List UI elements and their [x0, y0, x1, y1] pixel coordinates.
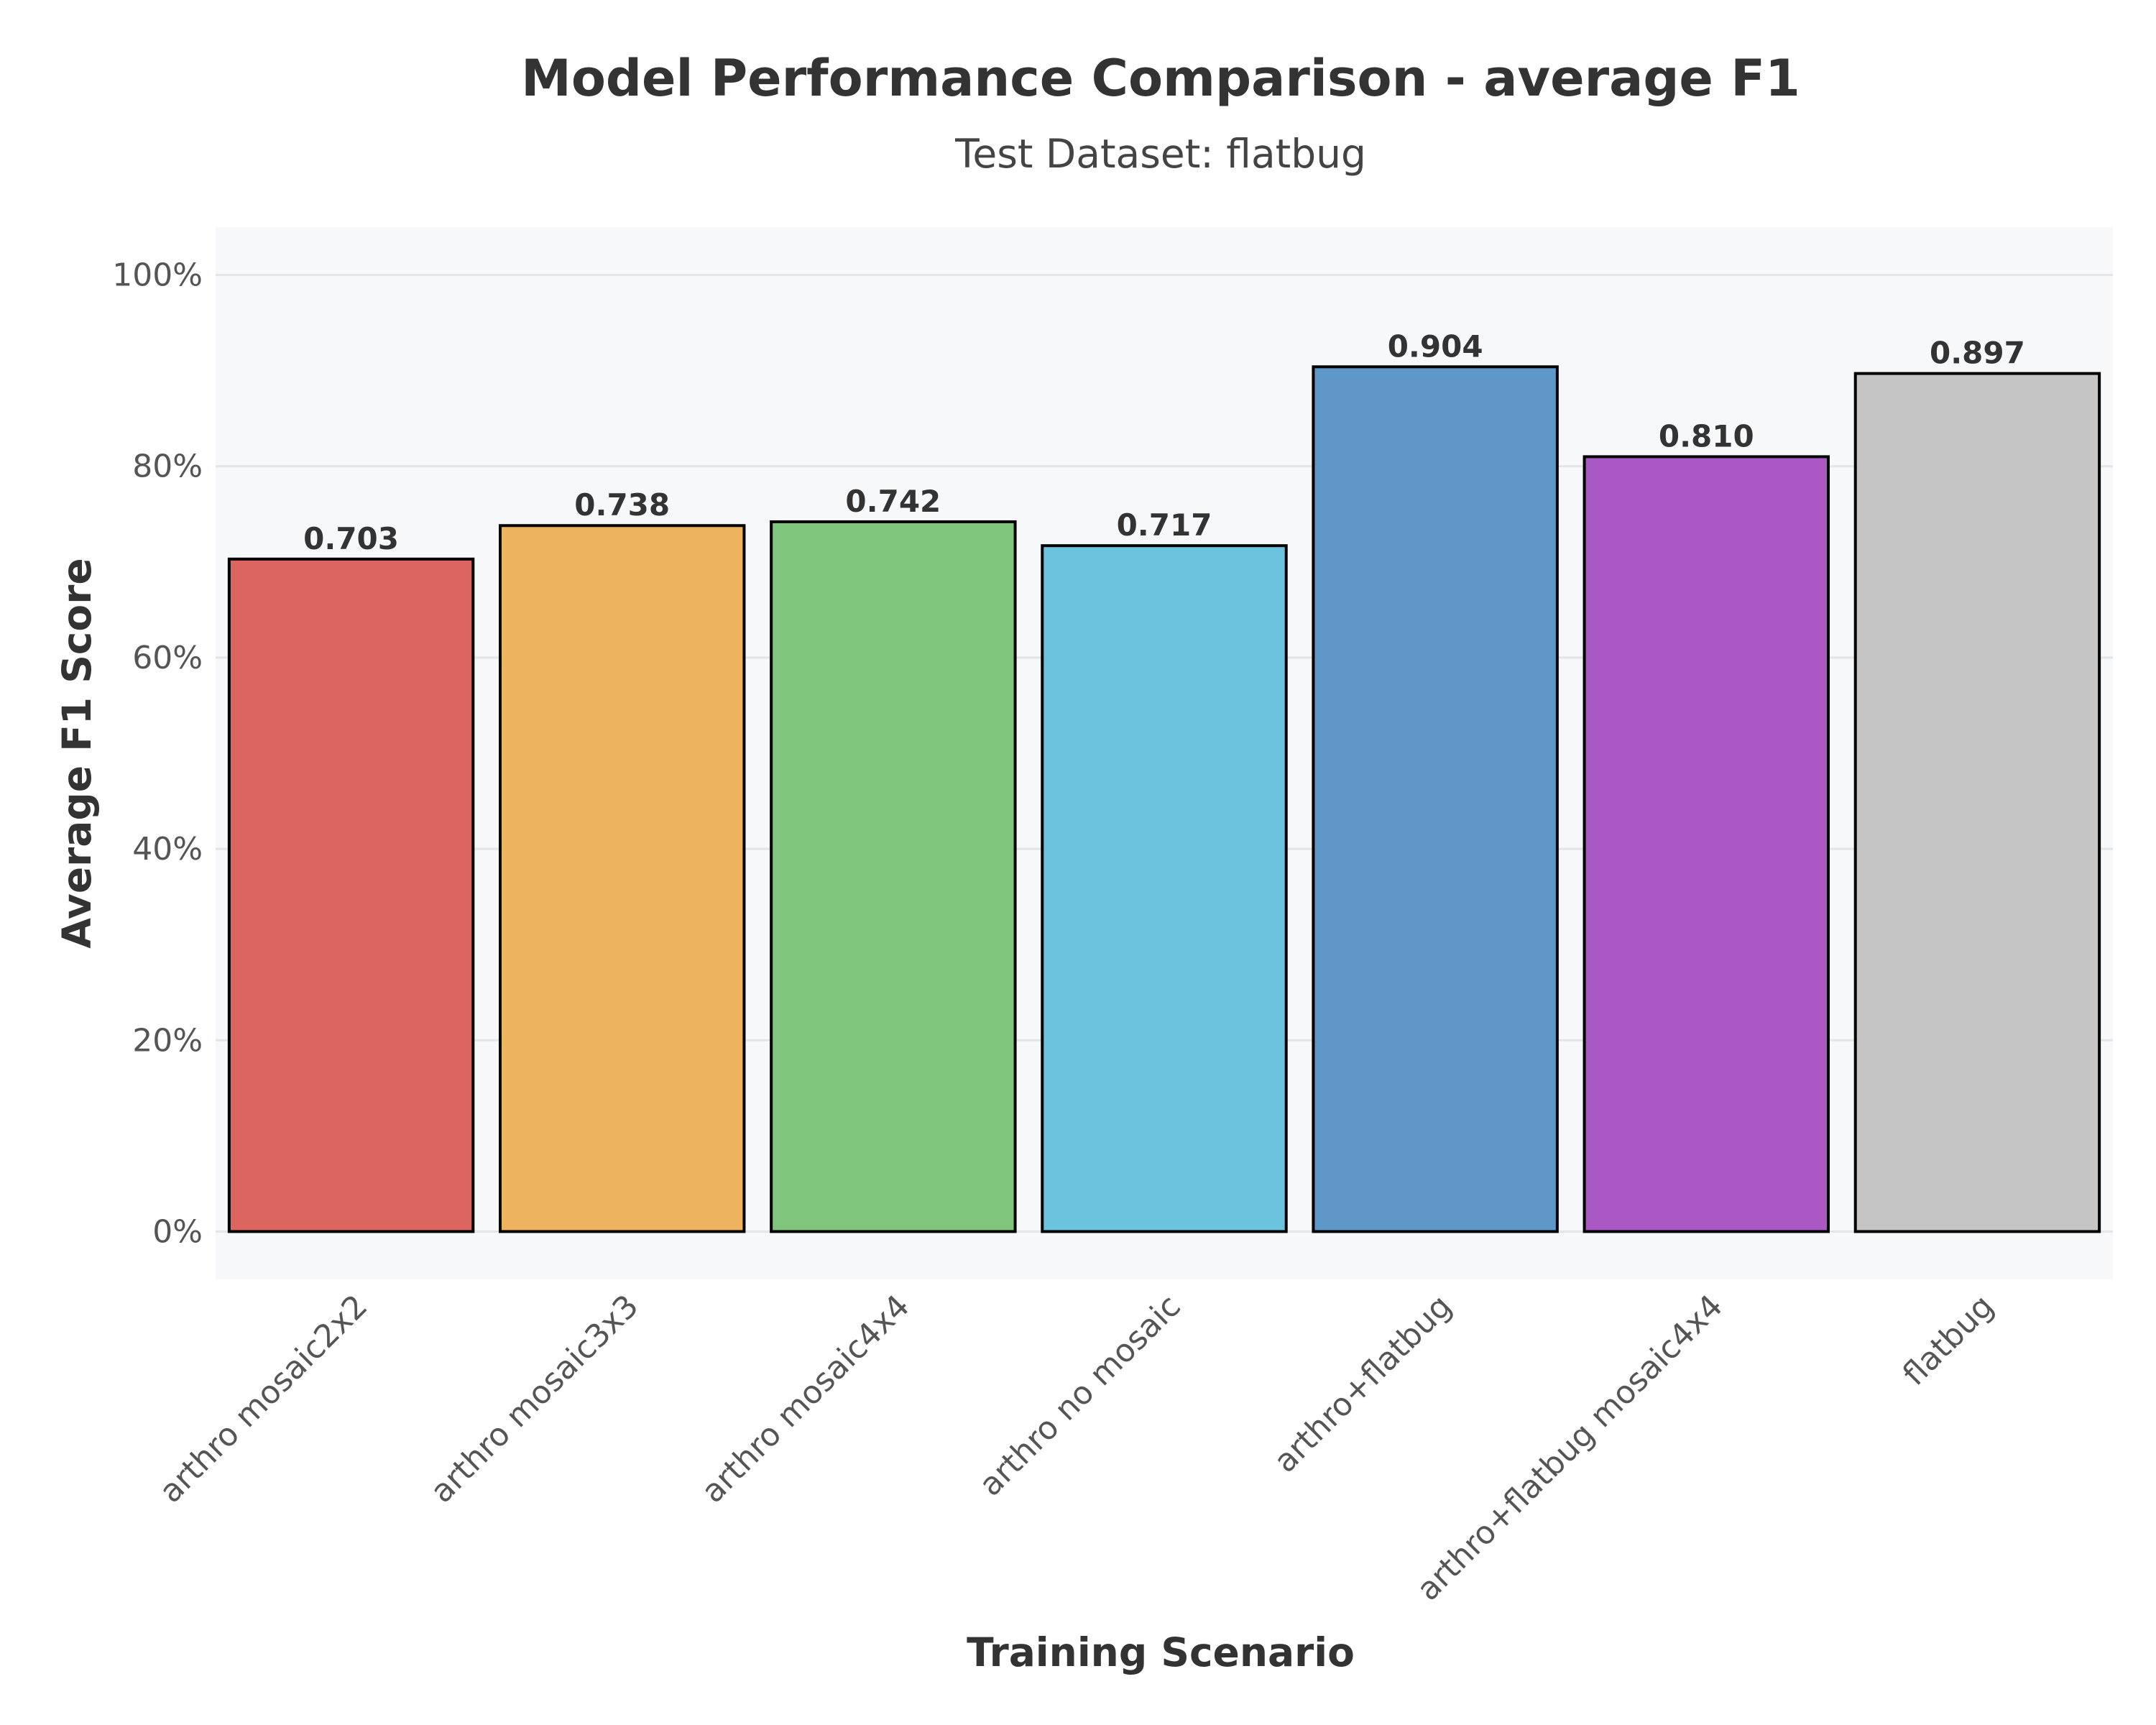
- x-tick-label: arthro mosaic2x2: [152, 1288, 374, 1510]
- bar: [1853, 372, 2101, 1233]
- bar-value-label: 0.742: [845, 484, 941, 519]
- y-tick-label: 80%: [132, 448, 203, 485]
- x-tick-label: arthro+flatbug: [1267, 1288, 1459, 1480]
- bar-value-label: 0.703: [303, 521, 399, 556]
- y-tick-label: 100%: [112, 257, 203, 294]
- y-tick-label: 40%: [132, 831, 203, 868]
- y-tick-label: 0%: [152, 1213, 203, 1250]
- bar-value-label: 0.897: [1930, 336, 2025, 371]
- bar: [499, 524, 746, 1233]
- bar: [227, 557, 475, 1233]
- x-tick-label: arthro no mosaic: [972, 1288, 1188, 1504]
- bar-value-label: 0.904: [1388, 328, 1483, 364]
- bar: [1041, 544, 1288, 1233]
- bar-value-label: 0.810: [1659, 418, 1754, 454]
- value-labels: 0.703 0.738 0.742 0.717 0.904 0.810 0.897: [303, 328, 2025, 556]
- chart-title: Model Performance Comparison - average F…: [521, 49, 1800, 108]
- x-tick-label: flatbug: [1896, 1288, 2001, 1393]
- chart-subtitle: Test Dataset: flatbug: [954, 131, 1366, 177]
- y-tick-label: 60%: [132, 640, 203, 676]
- x-tick-label: arthro+flatbug mosaic4x4: [1410, 1288, 1730, 1608]
- x-tick-label: arthro mosaic3x3: [423, 1288, 645, 1510]
- y-tick-label: 20%: [132, 1022, 203, 1059]
- bar: [770, 520, 1017, 1233]
- bar-value-label: 0.717: [1117, 507, 1212, 543]
- x-axis: arthro mosaic2x2 arthro mosaic3x3 arthro m…: [152, 1288, 2001, 1608]
- bar: [1312, 365, 1559, 1233]
- bar-value-label: 0.738: [574, 487, 670, 523]
- x-axis-title: Training Scenario: [967, 1629, 1355, 1675]
- bar: [1583, 455, 1830, 1233]
- bars: [227, 365, 2101, 1233]
- y-axis: 0% 20% 40% 60% 80% 100%: [112, 257, 203, 1251]
- x-tick-label: arthro mosaic4x4: [694, 1288, 916, 1510]
- y-axis-title: Average F1 Score: [54, 558, 100, 948]
